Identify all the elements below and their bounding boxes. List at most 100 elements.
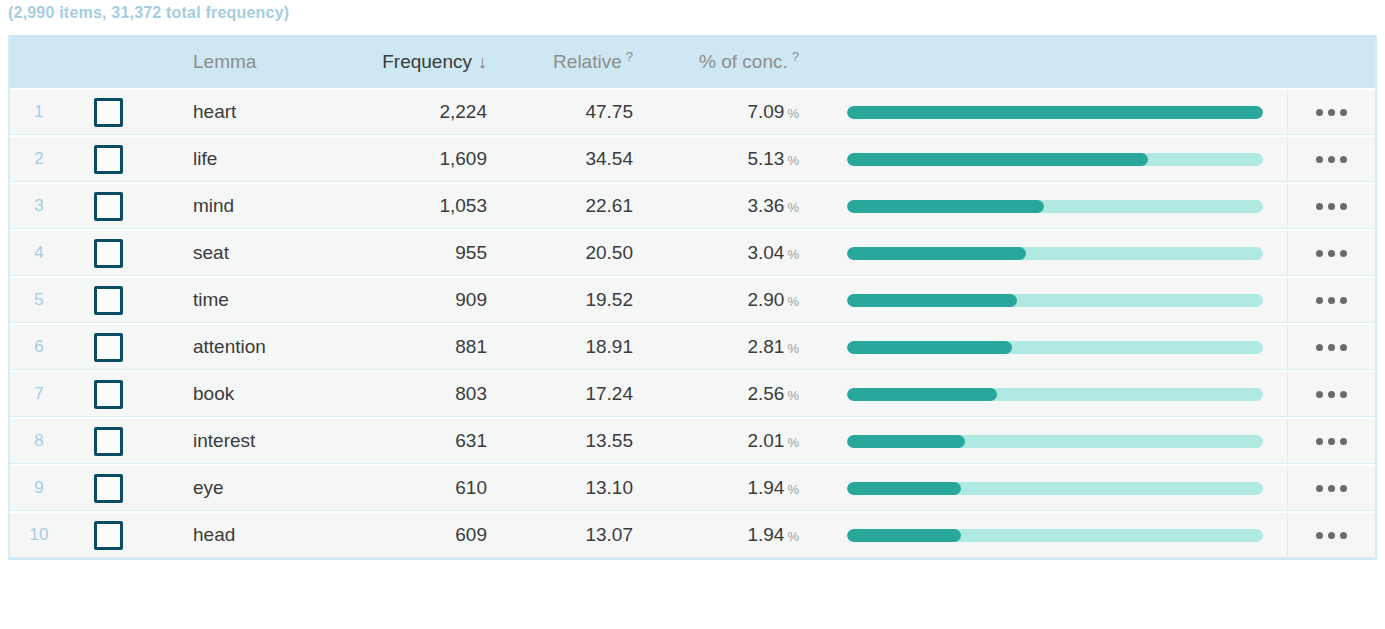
dot-icon bbox=[1316, 344, 1323, 351]
dot-icon bbox=[1340, 391, 1347, 398]
dot-icon bbox=[1340, 250, 1347, 257]
lemma-value[interactable]: mind bbox=[148, 195, 330, 217]
row-menu-button[interactable] bbox=[1310, 244, 1353, 263]
row-rank: 10 bbox=[10, 525, 68, 545]
row-checkbox[interactable] bbox=[94, 192, 123, 221]
lemma-value[interactable]: attention bbox=[148, 336, 330, 358]
row-rank: 5 bbox=[10, 290, 68, 310]
row-actions-cell bbox=[1287, 278, 1375, 322]
row-menu-button[interactable] bbox=[1310, 385, 1353, 404]
conc-value-cell: 3.36% bbox=[646, 195, 812, 217]
lemma-value[interactable]: eye bbox=[148, 477, 330, 499]
percent-sign: % bbox=[787, 106, 799, 121]
frequency-bar-cell bbox=[812, 435, 1287, 448]
dot-icon bbox=[1340, 156, 1347, 163]
lemma-value[interactable]: head bbox=[148, 524, 330, 546]
row-rank: 4 bbox=[10, 243, 68, 263]
conc-value-cell: 5.13% bbox=[646, 148, 812, 170]
dot-icon bbox=[1316, 485, 1323, 492]
dot-icon bbox=[1316, 438, 1323, 445]
dot-icon bbox=[1328, 203, 1335, 210]
row-checkbox[interactable] bbox=[94, 380, 123, 409]
row-menu-button[interactable] bbox=[1310, 432, 1353, 451]
frequency-bar-fill bbox=[847, 482, 961, 495]
conc-value-cell: 2.81% bbox=[646, 336, 812, 358]
row-checkbox[interactable] bbox=[94, 98, 123, 127]
row-checkbox-cell bbox=[68, 286, 148, 315]
table-row: 8 interest 631 13.55 2.01% bbox=[10, 417, 1375, 464]
row-checkbox[interactable] bbox=[94, 239, 123, 268]
frequency-bar-fill bbox=[847, 247, 1026, 260]
frequency-bar-track bbox=[847, 388, 1263, 401]
frequency-bar-track bbox=[847, 435, 1263, 448]
dot-icon bbox=[1328, 297, 1335, 304]
lemma-value[interactable]: heart bbox=[148, 101, 330, 123]
lemma-value[interactable]: seat bbox=[148, 242, 330, 264]
row-menu-button[interactable] bbox=[1310, 150, 1353, 169]
row-menu-button[interactable] bbox=[1310, 291, 1353, 310]
row-menu-button[interactable] bbox=[1310, 338, 1353, 357]
relative-value: 20.50 bbox=[500, 242, 646, 264]
dot-icon bbox=[1340, 438, 1347, 445]
row-rank: 9 bbox=[10, 478, 68, 498]
sort-descending-icon[interactable]: ↓ bbox=[478, 52, 487, 72]
dot-icon bbox=[1328, 250, 1335, 257]
row-checkbox[interactable] bbox=[94, 286, 123, 315]
column-header-frequency[interactable]: Frequency↓ bbox=[330, 51, 500, 73]
row-checkbox[interactable] bbox=[94, 427, 123, 456]
column-header-relative-label: Relative bbox=[553, 52, 622, 73]
pagination-footer: Rows per page: 10 ▼ 1–10 of 2,990 / 299 bbox=[0, 561, 1385, 629]
table-row: 2 life 1,609 34.54 5.13% bbox=[10, 135, 1375, 182]
frequency-bar-cell bbox=[812, 247, 1287, 260]
dot-icon bbox=[1340, 532, 1347, 539]
row-checkbox[interactable] bbox=[94, 145, 123, 174]
frequency-bar-cell bbox=[812, 529, 1287, 542]
row-rank: 2 bbox=[10, 149, 68, 169]
frequency-bar-track bbox=[847, 106, 1263, 119]
frequency-bar-cell bbox=[812, 153, 1287, 166]
dot-icon bbox=[1340, 109, 1347, 116]
lemma-value[interactable]: time bbox=[148, 289, 330, 311]
row-checkbox[interactable] bbox=[94, 521, 123, 550]
row-checkbox[interactable] bbox=[94, 333, 123, 362]
row-menu-button[interactable] bbox=[1310, 479, 1353, 498]
lemma-value[interactable]: life bbox=[148, 148, 330, 170]
column-header-relative[interactable]: Relative? bbox=[500, 49, 646, 73]
column-header-lemma-label: Lemma bbox=[193, 51, 256, 72]
dot-icon bbox=[1316, 203, 1323, 210]
lemma-value[interactable]: book bbox=[148, 383, 330, 405]
dot-icon bbox=[1316, 297, 1323, 304]
lemma-value[interactable]: interest bbox=[148, 430, 330, 452]
frequency-bar-cell bbox=[812, 482, 1287, 495]
dot-icon bbox=[1328, 156, 1335, 163]
frequency-value: 881 bbox=[330, 336, 500, 358]
column-header-conc[interactable]: % of conc.? bbox=[646, 49, 812, 73]
row-menu-button[interactable] bbox=[1310, 526, 1353, 545]
frequency-value: 955 bbox=[330, 242, 500, 264]
row-menu-button[interactable] bbox=[1310, 197, 1353, 216]
dot-icon bbox=[1328, 485, 1335, 492]
conc-value: 3.36 bbox=[747, 195, 784, 216]
conc-value: 5.13 bbox=[747, 148, 784, 169]
frequency-value: 803 bbox=[330, 383, 500, 405]
row-checkbox-cell bbox=[68, 380, 148, 409]
dot-icon bbox=[1340, 485, 1347, 492]
table-row: 4 seat 955 20.50 3.04% bbox=[10, 229, 1375, 276]
column-header-lemma[interactable]: Lemma bbox=[148, 51, 330, 73]
table-row: 3 mind 1,053 22.61 3.36% bbox=[10, 182, 1375, 229]
row-checkbox-cell bbox=[68, 239, 148, 268]
header-actions-spacer bbox=[1287, 35, 1375, 88]
table-header-row: Lemma Frequency↓ Relative? % of conc.? bbox=[10, 35, 1375, 88]
row-checkbox[interactable] bbox=[94, 474, 123, 503]
conc-value: 2.56 bbox=[747, 383, 784, 404]
row-checkbox-cell bbox=[68, 145, 148, 174]
row-checkbox-cell bbox=[68, 98, 148, 127]
row-menu-button[interactable] bbox=[1310, 103, 1353, 122]
conc-help-icon[interactable]: ? bbox=[792, 49, 799, 64]
conc-value: 2.01 bbox=[747, 430, 784, 451]
frequency-bar-fill bbox=[847, 200, 1044, 213]
relative-value: 19.52 bbox=[500, 289, 646, 311]
relative-help-icon[interactable]: ? bbox=[626, 49, 633, 64]
percent-sign: % bbox=[787, 388, 799, 403]
row-actions-cell bbox=[1287, 325, 1375, 369]
